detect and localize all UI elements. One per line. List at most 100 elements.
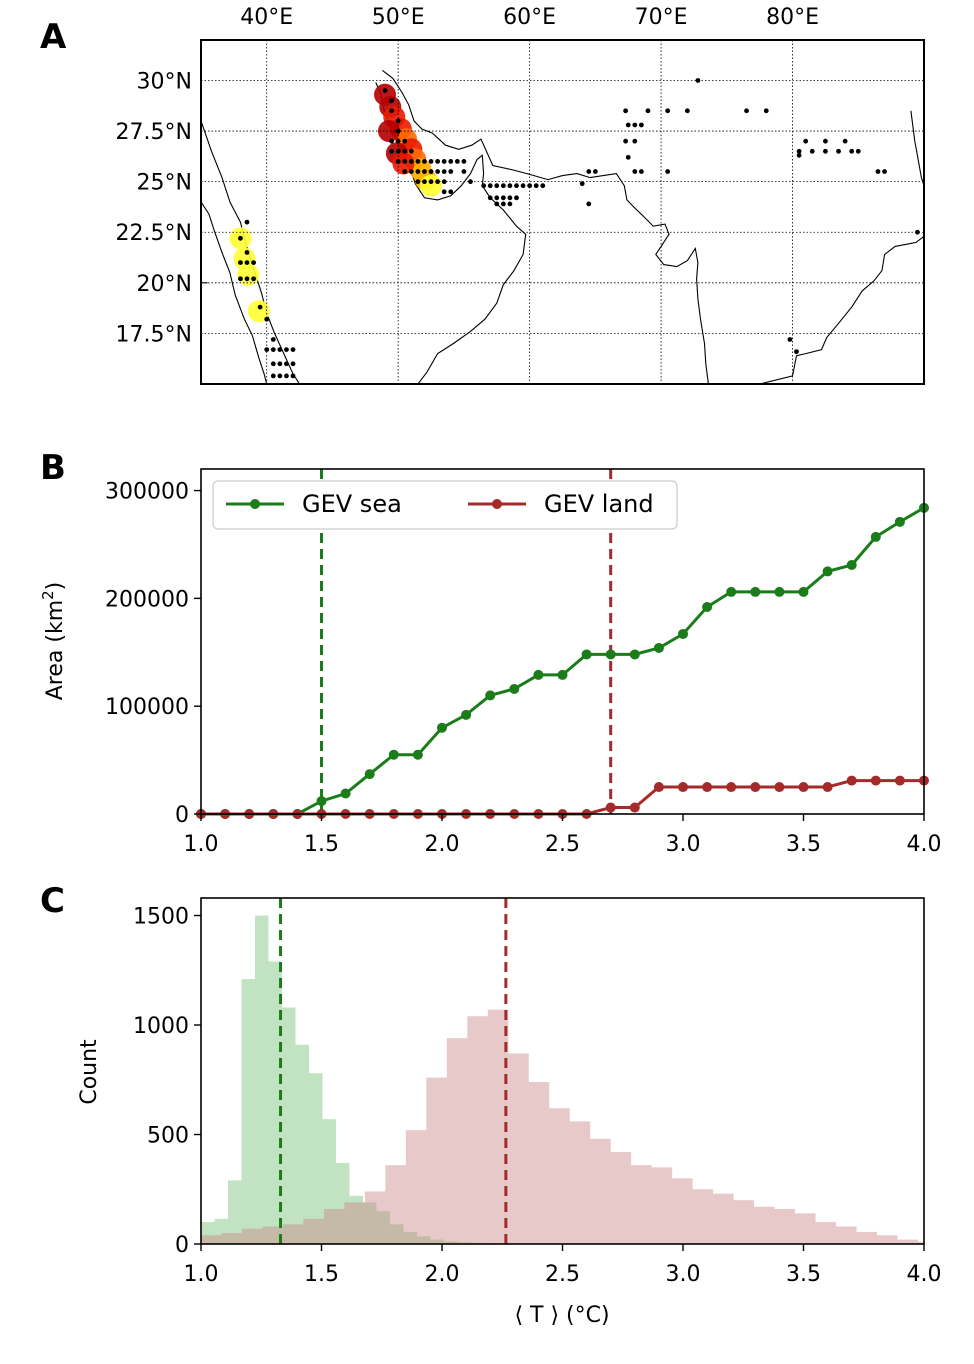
- map-point-31: [461, 169, 467, 174]
- x-tick-label: 1.0: [184, 1262, 219, 1287]
- map-point-94: [238, 235, 243, 241]
- map-point-23: [402, 169, 408, 174]
- data-point: [388, 749, 399, 760]
- histogram-bar: [631, 1165, 652, 1244]
- y-tick-label: 0: [175, 803, 189, 828]
- histogram-bar: [549, 1108, 570, 1244]
- map-point-90: [915, 229, 920, 235]
- histogram-bar: [836, 1226, 857, 1244]
- map-point-108: [284, 347, 289, 352]
- map-point-44: [520, 183, 526, 189]
- legend-swatch-marker: [250, 499, 260, 509]
- y-tick-label: 0: [175, 1233, 189, 1258]
- histogram-bar: [362, 1202, 377, 1244]
- coastline-3: [382, 69, 709, 385]
- map-point-13: [402, 159, 408, 164]
- map-point-34: [428, 179, 434, 185]
- map-point-64: [632, 122, 638, 128]
- coastline-6: [910, 110, 925, 186]
- map-point-2: [389, 108, 395, 114]
- map-point-4: [395, 128, 401, 134]
- map-point-100: [244, 276, 250, 282]
- map-point-102: [257, 304, 263, 310]
- data-point: [774, 586, 785, 597]
- map-point-78: [796, 152, 802, 158]
- map-point-15: [415, 159, 421, 164]
- legend-label: GEV sea: [302, 490, 402, 518]
- map-point-32: [415, 179, 421, 185]
- map-point-98: [251, 260, 256, 265]
- map-point-99: [238, 276, 243, 282]
- histogram-bar: [467, 1016, 488, 1244]
- histogram-bar: [322, 1119, 336, 1244]
- panel-label-a: A: [40, 17, 67, 57]
- data-point: [581, 649, 592, 660]
- map-point-97: [244, 260, 250, 265]
- y-tick-label: 1500: [133, 905, 189, 930]
- data-point: [557, 669, 568, 680]
- map-point-35: [435, 179, 441, 185]
- map-lon-tick-label: 80°E: [766, 5, 819, 30]
- x-tick-label: 2.5: [545, 1262, 580, 1287]
- map-point-0: [382, 88, 388, 93]
- histogram-bar: [508, 1053, 529, 1244]
- map-point-51: [494, 195, 500, 201]
- coastline-1: [200, 201, 268, 385]
- x-tick-label: 1.5: [304, 1262, 339, 1287]
- histogram-bar: [610, 1152, 632, 1244]
- map-point-38: [481, 183, 487, 189]
- histogram-bar: [323, 1208, 345, 1244]
- y-tick-label: 1000: [133, 1014, 189, 1039]
- data-point: [605, 649, 616, 660]
- data-point: [894, 775, 905, 786]
- histogram-bar: [426, 1077, 447, 1244]
- map-point-70: [684, 108, 690, 114]
- histogram-bar: [569, 1121, 591, 1244]
- map-point-22: [461, 159, 467, 164]
- map-point-28: [435, 169, 441, 174]
- map-lon-tick-label: 60°E: [503, 5, 556, 30]
- map-point-105: [264, 347, 270, 352]
- histogram-bar: [733, 1200, 755, 1244]
- histogram-bar: [385, 1165, 406, 1244]
- y-tick-label: 200000: [105, 587, 189, 612]
- histogram-bar: [364, 1191, 386, 1244]
- map-lat-tick-label: 25°N: [137, 171, 192, 196]
- map-point-62: [623, 108, 628, 114]
- map-point-24: [408, 169, 414, 174]
- data-point: [678, 628, 688, 639]
- map-point-27: [428, 169, 434, 174]
- map-point-47: [540, 183, 546, 189]
- map-point-49: [448, 189, 454, 195]
- histogram-bar: [349, 1195, 363, 1244]
- map-point-71: [695, 78, 701, 83]
- map-point-53: [507, 195, 513, 201]
- histogram-bar: [295, 1044, 309, 1244]
- map-point-37: [468, 179, 473, 185]
- histogram-bar: [528, 1081, 550, 1244]
- histogram-bar: [268, 961, 282, 1244]
- x-tick-label: 4.0: [907, 832, 942, 857]
- map-point-18: [435, 159, 441, 164]
- map-point-106: [270, 347, 276, 352]
- data-point: [702, 782, 713, 793]
- map-point-55: [494, 201, 500, 207]
- data-point: [750, 782, 761, 793]
- data-point: [870, 531, 881, 542]
- map-point-1: [389, 98, 395, 104]
- y-tick-label: 500: [147, 1124, 189, 1149]
- histogram-bar: [651, 1167, 673, 1244]
- map-point-80: [823, 138, 828, 144]
- x-tick-label: 3.5: [786, 832, 821, 857]
- map-point-112: [284, 361, 289, 367]
- map-lon-tick-label: 40°E: [240, 5, 293, 30]
- map-lat-tick-label: 17.5°N: [116, 322, 192, 347]
- histogram-bar: [201, 1222, 215, 1244]
- data-point: [316, 796, 327, 807]
- data-point: [822, 566, 833, 577]
- histogram-bar: [795, 1213, 816, 1244]
- histogram-bar: [254, 915, 269, 1244]
- histogram-bar: [446, 1038, 468, 1244]
- x-tick-label: 1.5: [304, 832, 339, 857]
